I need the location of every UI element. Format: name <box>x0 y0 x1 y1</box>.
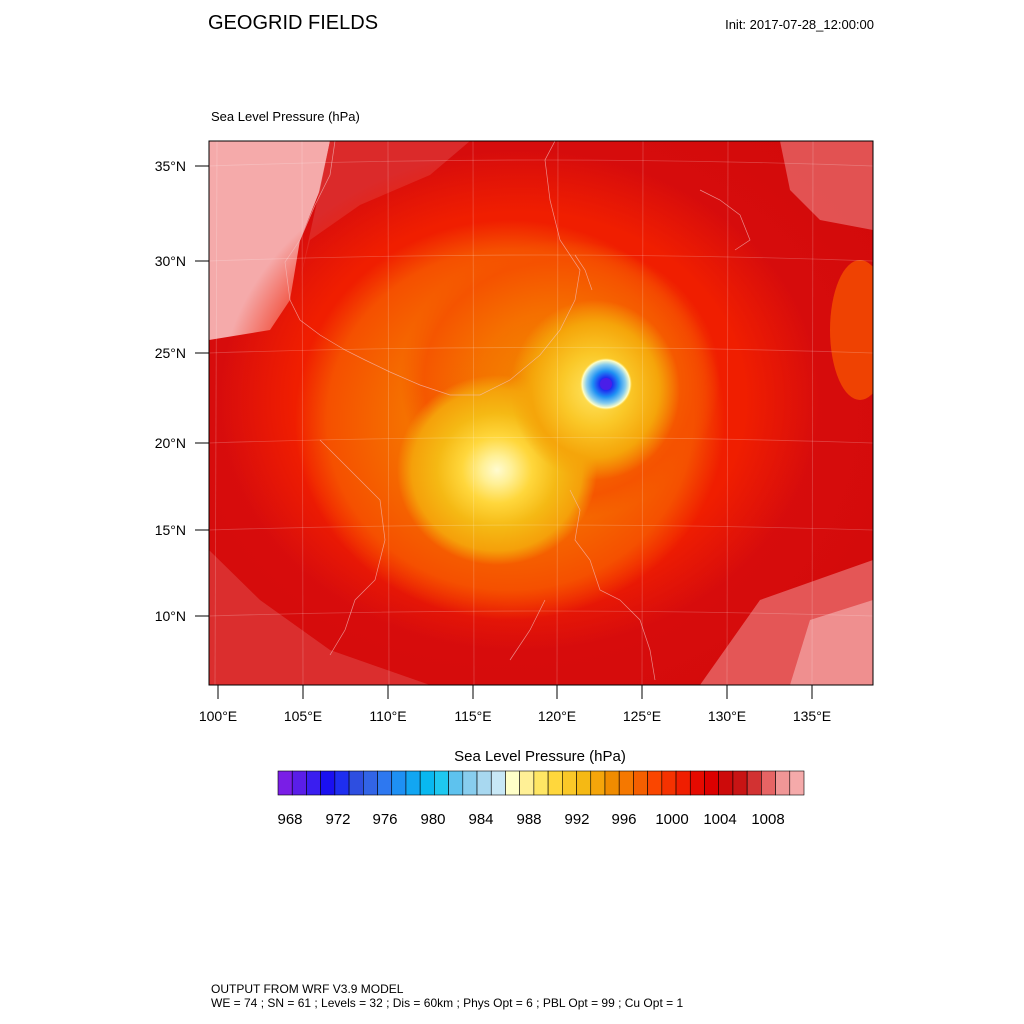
colorbar-label: 968 <box>277 811 302 828</box>
colorbar-swatch <box>505 770 520 796</box>
lon-tick-label: 105°E <box>284 708 322 724</box>
colorbar-swatch <box>362 770 378 796</box>
lat-tick-label: 35°N <box>155 158 186 174</box>
colorbar-label: 1000 <box>655 811 688 828</box>
model-info-footer: OUTPUT FROM WRF V3.9 MODEL WE = 74 ; SN … <box>211 982 683 1010</box>
colorbar-label: 996 <box>611 811 636 828</box>
colorbar-swatch <box>746 770 762 796</box>
colorbar-swatch <box>533 770 549 796</box>
colorbar-swatch <box>576 770 592 796</box>
lon-tick-label: 125°E <box>623 708 661 724</box>
colorbar-swatch <box>547 770 563 796</box>
colorbar-swatch <box>590 770 606 796</box>
colorbar-swatch <box>334 770 350 796</box>
colorbar-swatch <box>718 770 734 796</box>
colorbar-swatch <box>277 770 293 796</box>
colorbar-swatch <box>476 770 492 796</box>
lon-tick-label: 135°E <box>793 708 831 724</box>
colorbar-swatch <box>291 770 307 796</box>
colorbar-swatch <box>732 770 748 796</box>
footer-line-2: WE = 74 ; SN = 61 ; Levels = 32 ; Dis = … <box>211 996 684 1010</box>
colorbar-label: 980 <box>420 811 445 828</box>
lat-tick-label: 15°N <box>155 522 186 538</box>
colorbar-swatch <box>405 770 421 796</box>
latitude-axis: 35°N 30°N 25°N 20°N 15°N 10°N <box>155 158 209 624</box>
lon-tick-label: 100°E <box>199 708 237 724</box>
map-field-label: Sea Level Pressure (hPa) <box>211 109 360 124</box>
colorbar-swatch <box>490 770 506 796</box>
colorbar-labels: 968 972 976 980 984 988 992 996 1000 100… <box>277 811 784 828</box>
colorbar-swatch <box>434 770 449 796</box>
colorbar-label: 972 <box>325 811 350 828</box>
colorbar-swatch <box>661 770 677 796</box>
colorbar-swatch <box>519 770 535 796</box>
lat-tick-label: 25°N <box>155 345 186 361</box>
coastlines <box>284 141 751 681</box>
colorbar <box>277 770 805 796</box>
colorbar-label: 988 <box>516 811 541 828</box>
figure-title: GEOGRID FIELDS <box>208 12 379 34</box>
colorbar-swatch <box>448 770 464 796</box>
colorbar-swatch <box>675 770 691 796</box>
footer-line-1: OUTPUT FROM WRF V3.9 MODEL <box>211 982 404 996</box>
colorbar-swatch <box>320 770 336 796</box>
lon-tick-label: 115°E <box>454 708 491 724</box>
colorbar-swatch <box>789 770 805 796</box>
colorbar-swatch <box>775 770 791 796</box>
longitude-axis: 100°E 105°E 110°E 115°E 120°E 125°E 130°… <box>199 685 831 724</box>
lat-tick-label: 10°N <box>155 608 186 624</box>
colorbar-swatch <box>704 770 720 796</box>
colorbar-title: Sea Level Pressure (hPa) <box>454 748 626 765</box>
colorbar-swatch <box>647 770 663 796</box>
lon-tick-label: 120°E <box>538 708 576 724</box>
colorbar-swatch <box>306 770 321 796</box>
pale-region-nw <box>209 141 330 340</box>
map-frame <box>208 140 874 686</box>
colorbar-swatch <box>633 770 648 796</box>
colorbar-swatch <box>348 770 364 796</box>
colorbar-label: 976 <box>372 811 397 828</box>
colorbar-swatch <box>604 770 620 796</box>
lon-tick-label: 130°E <box>708 708 746 724</box>
colorbar-swatch <box>761 770 776 796</box>
colorbar-swatch <box>689 770 705 796</box>
graticule <box>209 141 873 685</box>
lat-tick-label: 30°N <box>155 253 186 269</box>
pressure-field <box>209 141 873 685</box>
colorbar-swatch <box>562 770 577 796</box>
colorbar-label: 1008 <box>751 811 784 828</box>
colorbar-label: 984 <box>468 811 493 828</box>
colorbar-swatch <box>618 770 634 796</box>
colorbar-swatch <box>419 770 435 796</box>
colorbar-label: 992 <box>564 811 589 828</box>
colorbar-swatch <box>391 770 407 796</box>
colorbar-swatch <box>462 770 478 796</box>
colorbar-swatch <box>377 770 393 796</box>
lon-tick-label: 110°E <box>369 708 406 724</box>
colorbar-label: 1004 <box>703 811 736 828</box>
init-time-label: Init: 2017-07-28_12:00:00 <box>725 17 874 32</box>
lat-tick-label: 20°N <box>155 435 186 451</box>
